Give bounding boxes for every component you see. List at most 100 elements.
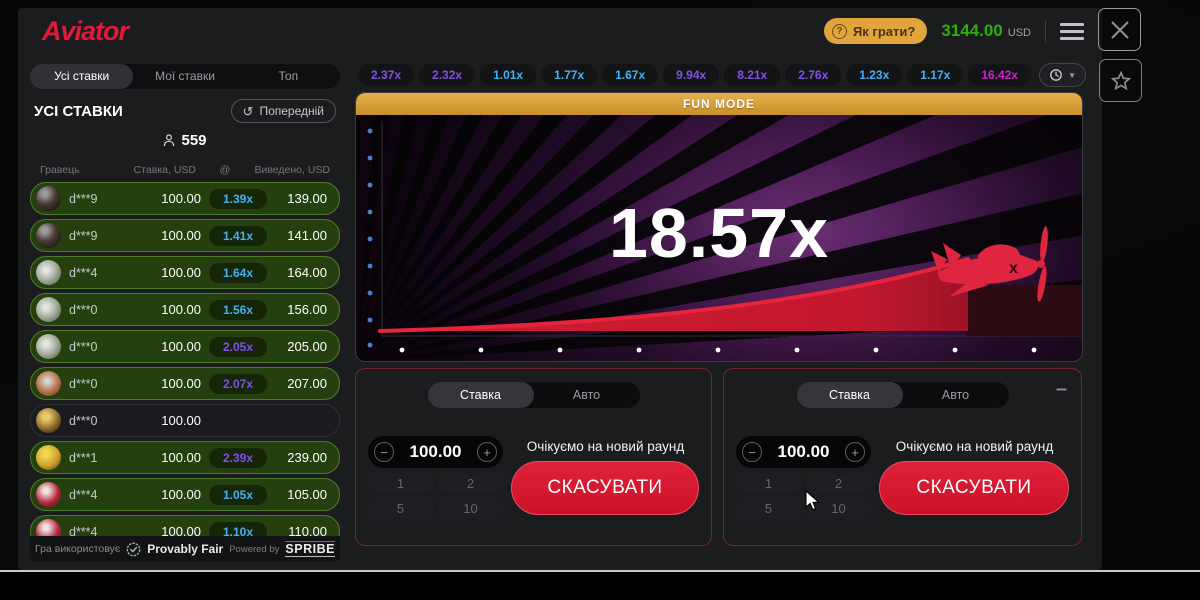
table-row: d***4 100.00 1.05x 105.00 [30,478,340,511]
flight-curve-plot: x [367,121,1082,353]
history-chip[interactable]: 9.94x [663,64,720,86]
history-chip[interactable]: 1.23x [846,64,903,86]
quick-bet-button[interactable]: 5 [368,498,433,518]
avatar [36,297,61,322]
quick-bet-button[interactable]: 1 [736,473,801,493]
avatar [36,371,61,396]
table-row: d***9 100.00 1.39x 139.00 [30,182,340,215]
decrease-bet-button[interactable]: − [374,442,394,462]
balance-value: 3144.00 [941,21,1003,40]
table-row: d***9 100.00 1.41x 141.00 [30,219,340,252]
bet-amount: 100.00 [161,487,201,502]
cashout-multiplier: 2.05x [209,336,267,357]
game-canvas: x FUN MODE 18.57x [355,92,1083,362]
table-row: d***0 100.00 1.56x 156.00 [30,293,340,326]
decrease-bet-button[interactable]: − [742,442,762,462]
previous-label: Попередній [259,104,324,118]
current-multiplier: 18.57x [608,194,830,272]
quick-bet-button[interactable]: 5 [736,498,801,518]
spribe-logo[interactable]: SPRIBE [285,540,335,558]
increase-bet-button[interactable]: + [845,442,865,462]
provably-fair-label: Provably Fair [147,542,224,556]
quick-bet-grid: 1 2 5 10 [736,473,871,518]
payout-amount: 207.00 [287,376,327,391]
sidebar-tabs: Усі ставки Мої ставки Топ [30,64,340,89]
tab-all-bets[interactable]: Усі ставки [30,64,134,89]
table-row: d***0 100.00 [30,404,340,437]
history-chip[interactable]: 2.76x [785,64,842,86]
divider [0,570,1200,572]
aviator-logo: Aviator [42,15,129,46]
history-chip[interactable]: 1.77x [541,64,598,86]
bet-amount: 100.00 [161,265,201,280]
bet-amount: 100.00 [161,191,201,206]
tab-my-bets[interactable]: Мої ставки [155,69,215,83]
bet-panel-tabs: Ставка Авто [427,382,640,408]
tab-auto[interactable]: Авто [941,388,970,402]
col-multiplier: @ [219,164,231,176]
payout-amount: 239.00 [287,450,327,465]
cashout-multiplier: 1.56x [209,299,267,320]
how-to-play-label: Як грати? [852,23,916,39]
bet-amount-value[interactable]: 100.00 [409,442,462,461]
tab-bet[interactable]: Ставка [427,382,534,408]
tab-top[interactable]: Топ [278,69,299,83]
collapse-panel-button[interactable]: – [1055,378,1067,400]
cashout-multiplier: 1.10x [209,521,267,536]
quick-bet-button[interactable]: 10 [438,498,503,518]
bet-amount-value[interactable]: 100.00 [777,442,830,461]
history-chip[interactable]: 2.37x [358,64,415,86]
how-to-play-button[interactable]: ? Як грати? [823,18,928,44]
cancel-bet-button[interactable]: СКАСУВАТИ [879,461,1069,515]
menu-icon[interactable] [1060,22,1084,40]
history-chip[interactable]: 16.42x [968,64,1032,86]
cashout-multiplier: 1.64x [209,262,267,283]
payout-amount: 156.00 [287,302,327,317]
quick-bet-button[interactable]: 10 [806,498,871,518]
player-name: d***0 [69,376,98,391]
provably-fair-footer: Гра використовує Provably Fair Powered b… [30,536,340,562]
tab-bet[interactable]: Ставка [796,382,903,408]
history-chip[interactable]: 2.32x [419,64,476,86]
cashout-multiplier: 1.39x [209,188,267,209]
mouse-cursor [805,490,820,511]
bet-panel-tabs: Ставка Авто [796,382,1009,408]
chevron-down-icon: ▼ [1068,70,1076,80]
close-icon [1110,20,1129,39]
bet-amount: 100.00 [161,413,201,428]
history-dropdown-button[interactable]: ▼ [1039,63,1086,87]
table-row: d***0 100.00 2.05x 205.00 [30,330,340,363]
history-chip[interactable]: 8.21x [724,64,781,86]
cashout-multiplier: 1.05x [209,484,267,505]
avatar [36,223,61,248]
balance-currency: USD [1007,27,1031,39]
history-chip[interactable]: 1.17x [907,64,964,86]
quick-bet-button[interactable]: 2 [438,473,503,493]
history-chip[interactable]: 1.01x [480,64,537,86]
star-icon [1110,70,1131,90]
quick-bet-button[interactable]: 1 [368,473,433,493]
avatar [36,445,61,470]
aviator-app-window: Aviator ? Як грати? 3144.00 USD 2.37x 2.… [18,8,1102,570]
avatar [36,482,61,507]
player-name: d***4 [69,487,98,502]
person-icon [164,134,175,147]
question-icon: ? [831,23,847,39]
history-chip[interactable]: 1.67x [602,64,659,86]
bet-amount-stepper: − 100.00 + [736,436,871,468]
divider [1045,20,1046,42]
svg-text:x: x [1009,260,1018,277]
quick-bet-button[interactable]: 2 [806,473,871,493]
tab-auto[interactable]: Авто [572,388,601,402]
cashout-multiplier: 2.07x [209,373,267,394]
increase-bet-button[interactable]: + [477,442,497,462]
payout-amount: 205.00 [287,339,327,354]
history-clock-icon [1050,69,1062,81]
cashout-multiplier: 1.41x [209,225,267,246]
cancel-bet-button[interactable]: СКАСУВАТИ [511,461,699,515]
player-name: d***9 [69,191,98,206]
favorite-button[interactable] [1099,59,1142,102]
close-button[interactable] [1098,8,1141,51]
payout-amount: 139.00 [287,191,327,206]
previous-round-button[interactable]: ↺ Попередній [230,99,336,123]
